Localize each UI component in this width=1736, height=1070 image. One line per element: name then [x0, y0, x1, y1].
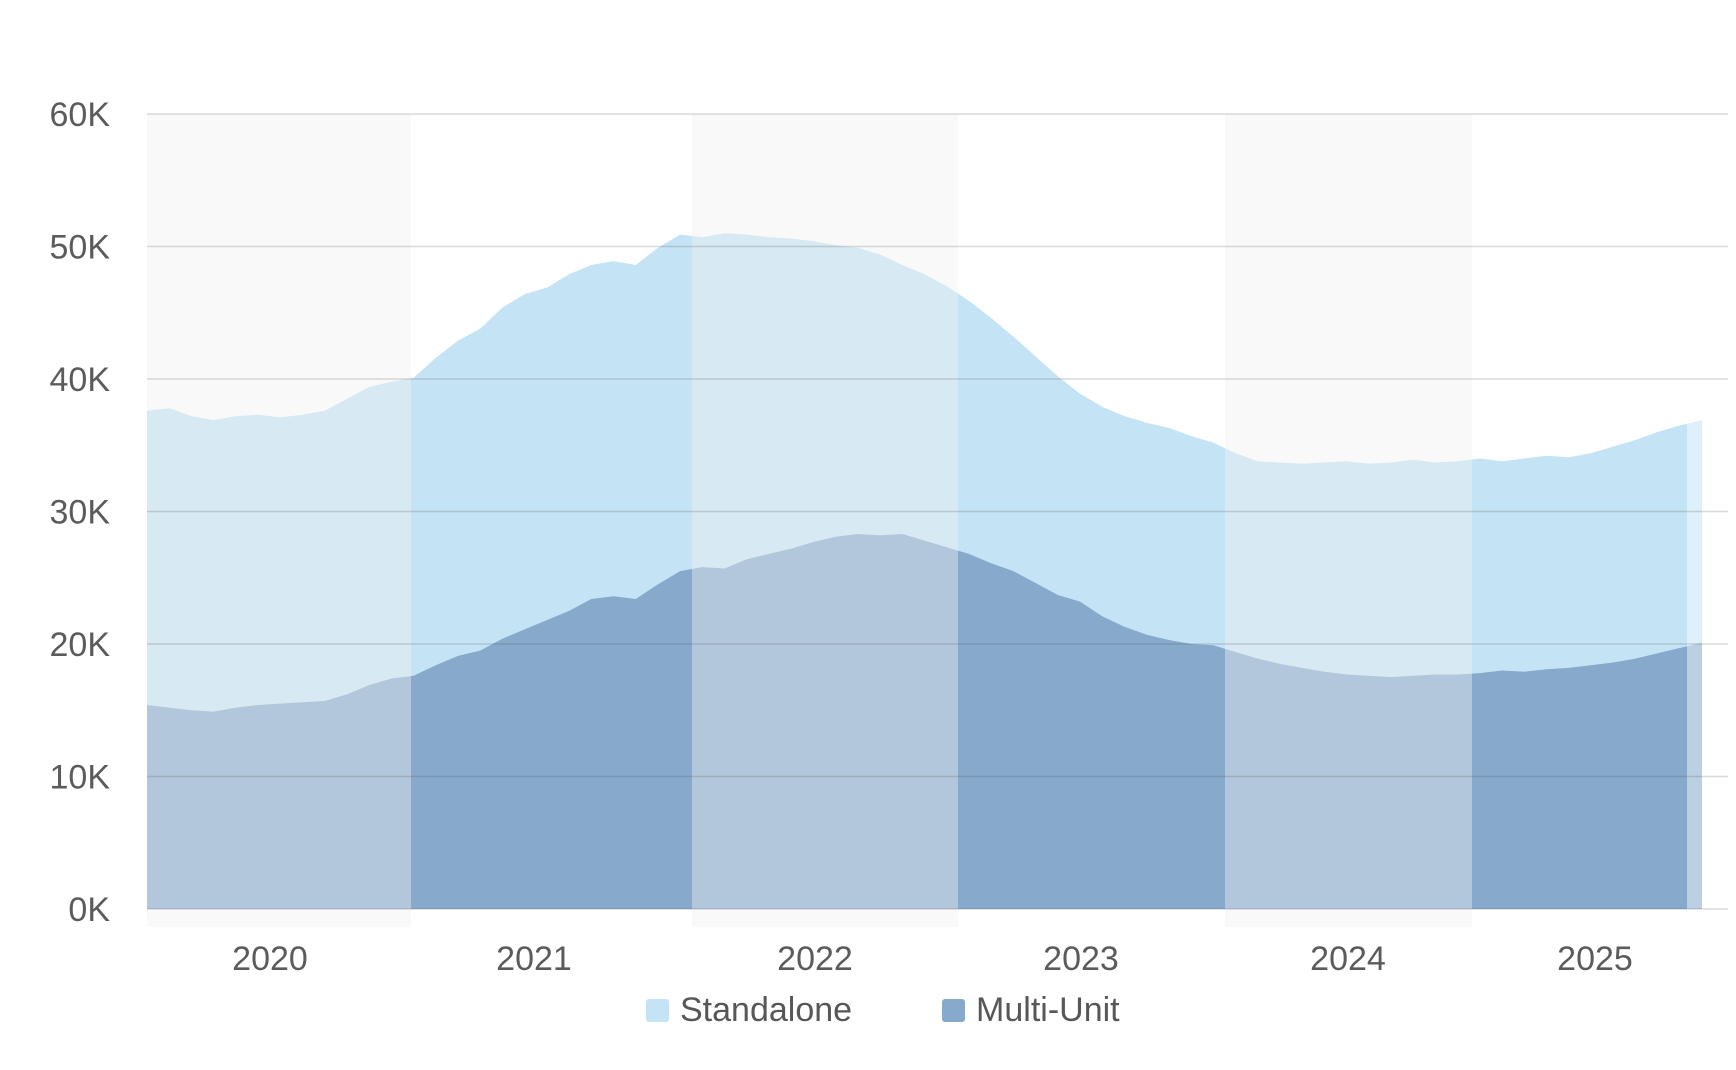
- y-axis-labels: 0K 10K 20K 30K 40K 50K 60K: [50, 96, 111, 929]
- legend-label: Multi-Unit: [976, 991, 1120, 1029]
- x-tick-label: 2021: [496, 940, 572, 978]
- y-tick-label: 40K: [50, 361, 111, 399]
- year-bands: [147, 114, 1472, 927]
- y-tick-label: 30K: [50, 494, 111, 532]
- x-axis-labels: 2020 2021 2022 2023 2024 2025: [232, 940, 1633, 978]
- y-tick-label: 0K: [68, 891, 110, 929]
- last-segment-fade-overlay: [1687, 114, 1702, 909]
- y-tick-label: 10K: [50, 759, 111, 797]
- year-band-2022: [692, 114, 958, 927]
- y-tick-label: 60K: [50, 96, 111, 134]
- standalone-swatch-icon: [646, 998, 669, 1022]
- latest-period-fade: [1687, 114, 1702, 909]
- area-multi-unit: [147, 534, 1702, 909]
- x-tick-label: 2023: [1043, 940, 1119, 978]
- legend-item-multi-unit[interactable]: Multi-Unit: [942, 993, 1120, 1027]
- x-tick-label: 2022: [777, 940, 853, 978]
- x-tick-label: 2025: [1557, 940, 1633, 978]
- chart-legend: Standalone Multi-Unit: [646, 993, 1120, 1027]
- multi-unit-swatch-icon: [942, 998, 966, 1022]
- y-tick-label: 20K: [50, 626, 111, 664]
- gridlines: [147, 113, 1728, 910]
- year-band-2024: [1225, 114, 1472, 927]
- legend-label: Standalone: [680, 991, 853, 1029]
- multi-unit-area-shape: [147, 534, 1702, 909]
- x-tick-label: 2024: [1310, 940, 1386, 978]
- x-tick-label: 2020: [232, 940, 308, 978]
- year-band-2020: [147, 114, 411, 927]
- y-tick-label: 50K: [50, 229, 111, 267]
- legend-item-standalone[interactable]: Standalone: [646, 993, 852, 1027]
